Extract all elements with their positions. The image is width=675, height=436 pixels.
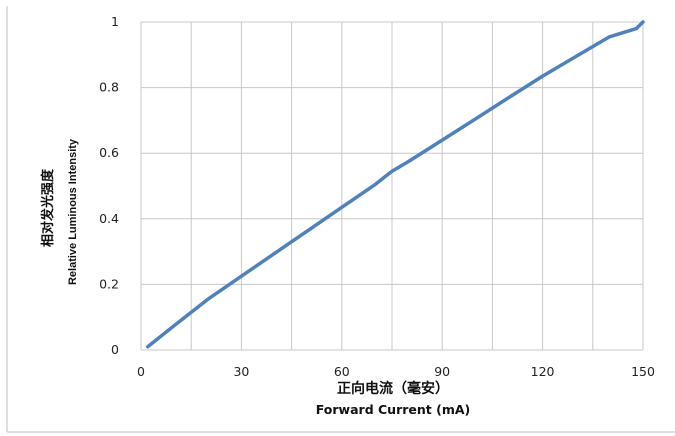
- y-axis-title: Relative Luminous Intensity: [67, 138, 79, 285]
- x-tick-label: 0: [137, 364, 145, 379]
- y-axis-title-chinese: 相对发光强度: [40, 168, 56, 247]
- y-tick-label: 0.4: [99, 211, 119, 226]
- gridlines: [140, 21, 644, 351]
- x-axis-title: Forward Current (mA): [316, 402, 470, 417]
- y-tick-label: 0.6: [99, 145, 119, 160]
- series-line: [145, 20, 645, 349]
- tick-labels: 0 30 60 90 120 150 0 0.2 0.4 0.6 0.8 1: [99, 14, 655, 379]
- x-tick-label: 30: [233, 364, 249, 379]
- x-tick-label: 150: [631, 364, 655, 379]
- y-tick-label: 0.8: [99, 80, 119, 95]
- x-axis-title-chinese: 正向电流（毫安）: [337, 380, 449, 397]
- y-tick-label: 0.2: [99, 276, 119, 291]
- y-tick-label: 0: [111, 342, 119, 357]
- data-series: [145, 20, 645, 349]
- y-tick-label: 1: [111, 14, 119, 29]
- x-tick-label: 120: [531, 364, 555, 379]
- x-tick-label: 60: [334, 364, 350, 379]
- x-tick-label: 90: [434, 364, 450, 379]
